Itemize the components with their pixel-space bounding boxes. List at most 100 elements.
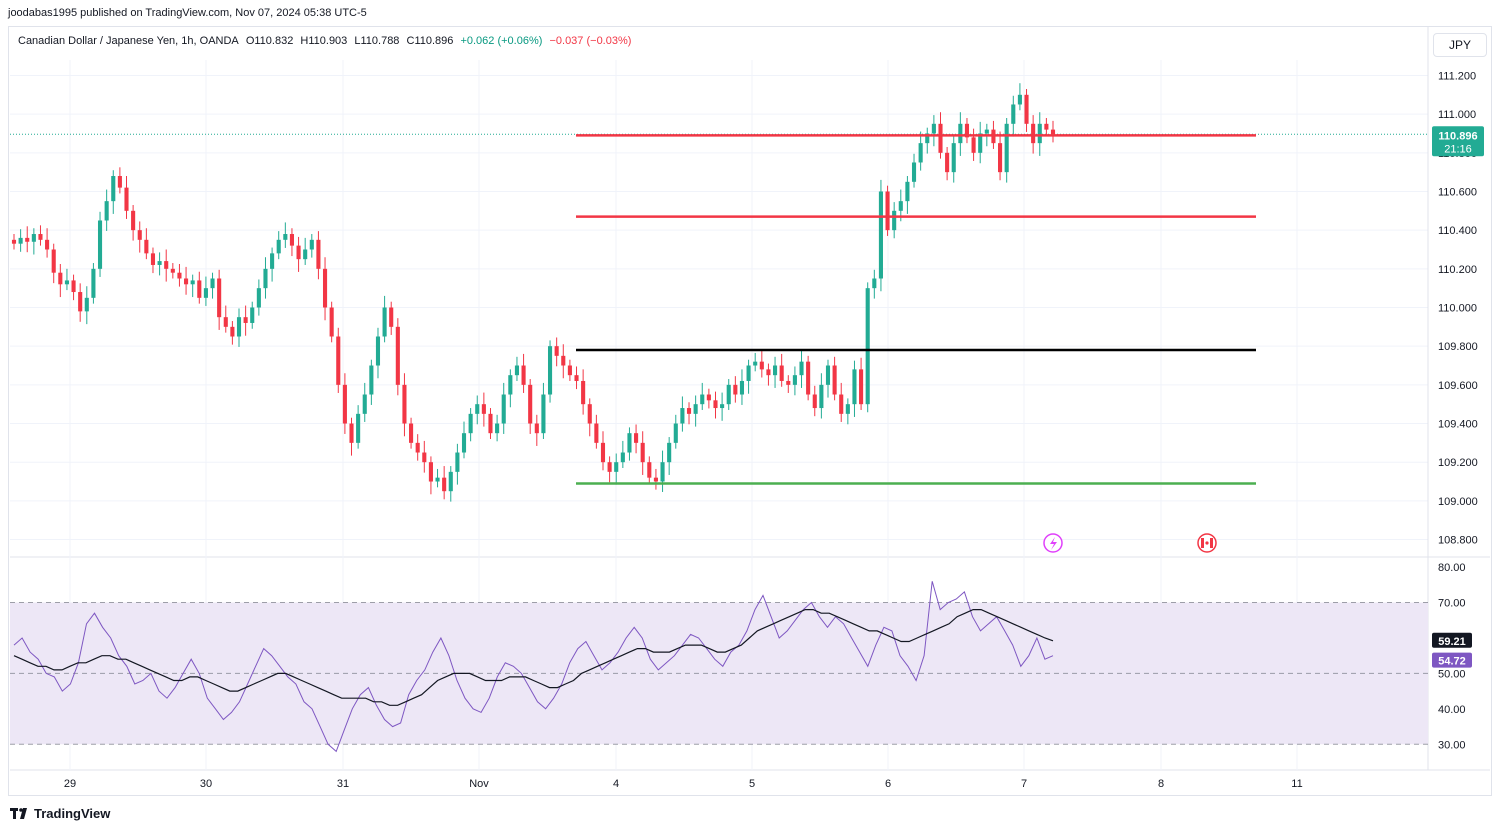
- candle-body: [250, 307, 255, 323]
- candle-body: [806, 361, 811, 395]
- candle-body: [819, 384, 824, 409]
- candle-body: [753, 361, 758, 366]
- candle-body: [998, 143, 1003, 173]
- legend-close: C110.896: [406, 35, 454, 47]
- candle-body: [561, 355, 566, 366]
- countdown-label: 21:16: [1444, 143, 1472, 155]
- candle-body: [296, 245, 301, 260]
- price-axis-tick: 110.600: [1438, 186, 1477, 198]
- candle-body: [97, 220, 103, 269]
- candle-body: [263, 268, 268, 289]
- candle-body: [852, 369, 857, 405]
- candle-body: [230, 326, 235, 337]
- lightning-icon: [1050, 537, 1057, 550]
- candle-body: [31, 234, 36, 242]
- candle-body: [634, 433, 639, 443]
- candle-body: [104, 201, 109, 221]
- candle-body: [1044, 123, 1049, 130]
- candle-body: [938, 123, 943, 153]
- candle-body: [170, 268, 175, 273]
- candle-body: [210, 278, 215, 289]
- candle-body: [117, 176, 122, 188]
- candle-body: [541, 394, 546, 434]
- candle-body: [1050, 129, 1056, 135]
- candle-body: [316, 239, 321, 269]
- candle-body: [733, 384, 738, 395]
- candle-body: [647, 462, 652, 478]
- candle-body: [918, 143, 923, 163]
- candle-body: [303, 249, 308, 260]
- candle-body: [276, 239, 281, 254]
- rsi-line: [13, 581, 1054, 753]
- candle-body: [931, 123, 936, 134]
- candle-body: [680, 408, 685, 424]
- candle-body: [223, 317, 228, 327]
- publisher-line: joodabas1995 published on TradingView.co…: [8, 7, 367, 19]
- candle-body: [369, 365, 374, 395]
- candle-body: [885, 191, 890, 231]
- candle-body: [322, 268, 328, 308]
- price-axis-tick: 110.400: [1438, 225, 1477, 237]
- candle-body: [395, 326, 400, 385]
- candle-body: [958, 123, 963, 144]
- candle-body: [865, 288, 870, 405]
- candle-body: [236, 317, 242, 337]
- currency-button[interactable]: JPY: [1433, 33, 1487, 57]
- candle-body: [653, 477, 658, 482]
- candle-body: [951, 143, 956, 173]
- candle-body: [640, 442, 645, 463]
- brand-label: TradingView: [34, 806, 111, 821]
- candle-body: [534, 423, 539, 434]
- candle-body: [587, 404, 592, 424]
- candle-body: [554, 346, 559, 356]
- candle-body: [428, 462, 433, 482]
- price-axis-tick: 111.200: [1438, 70, 1476, 82]
- candle-body: [832, 365, 837, 395]
- candle-body: [270, 253, 275, 269]
- candle-body: [329, 307, 334, 337]
- candle-body: [726, 384, 731, 405]
- candle-body: [309, 239, 314, 250]
- candle-body: [892, 210, 897, 231]
- time-axis-tick: 5: [749, 778, 755, 790]
- candle-body: [190, 280, 195, 285]
- tradingview-logo[interactable]: TradingView: [10, 806, 110, 821]
- candle-body: [1024, 94, 1029, 124]
- legend-symbol[interactable]: Canadian Dollar / Japanese Yen, 1h, OAND…: [18, 35, 239, 47]
- candle-body: [905, 181, 910, 202]
- candle-body: [184, 278, 189, 285]
- candle-body: [706, 394, 711, 401]
- legend-low: L110.788: [354, 35, 400, 47]
- candle-body: [71, 280, 76, 293]
- candle-body: [1031, 123, 1036, 144]
- candle-body: [164, 261, 169, 269]
- candle-body: [514, 365, 520, 376]
- tradingview-logo-icon: [10, 807, 27, 819]
- candle-body: [984, 129, 989, 134]
- candle-body: [660, 462, 665, 482]
- candle-body: [859, 369, 864, 405]
- candle-body: [898, 201, 903, 211]
- time-axis-tick: 7: [1021, 778, 1027, 790]
- candle-body: [342, 384, 347, 424]
- legend-change-2: −0.037 (−0.03%): [549, 35, 632, 47]
- last-price-badge: [1432, 126, 1484, 157]
- time-axis-tick: 31: [337, 778, 349, 790]
- candle-body: [78, 292, 83, 312]
- candle-body: [739, 380, 745, 395]
- candle-body: [38, 234, 43, 240]
- canada-flag-icon: [1197, 533, 1217, 553]
- price-axis-tick: 109.200: [1438, 457, 1478, 469]
- candle-body: [925, 133, 930, 144]
- candle-body: [978, 133, 983, 153]
- rsi-ma-badge-label: 59.21: [1438, 636, 1466, 648]
- time-axis-tick: Nov: [469, 778, 489, 790]
- price-axis-tick: 110.000: [1438, 303, 1477, 315]
- candle-body: [389, 307, 394, 327]
- candle-body: [349, 423, 354, 443]
- rsi-axis-tick: 40.00: [1438, 704, 1466, 716]
- candle-body: [488, 413, 493, 434]
- candle-body: [84, 297, 89, 312]
- candle-body: [528, 384, 533, 424]
